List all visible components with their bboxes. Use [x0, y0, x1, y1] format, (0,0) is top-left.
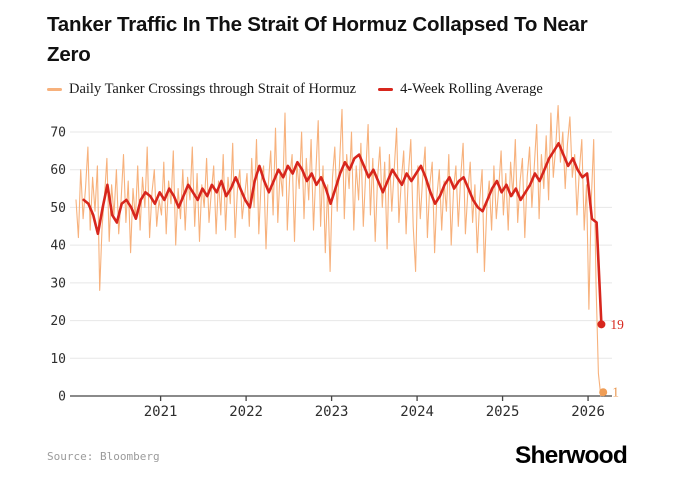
y-axis-tick-label: 20: [50, 314, 66, 329]
y-axis-tick-label: 60: [50, 163, 66, 178]
rolling-end-value-label: 19: [610, 317, 624, 332]
rolling-average-line: [82, 142, 603, 326]
x-axis-tick-label: 2022: [229, 404, 263, 420]
chart-legend: Daily Tanker Crossings through Strait of…: [47, 81, 565, 98]
y-axis-tick-label: 70: [50, 126, 66, 141]
y-axis-tick-label: 30: [50, 276, 66, 291]
legend-label-daily: Daily Tanker Crossings through Strait of…: [69, 81, 357, 97]
y-axis-tick-label: 40: [50, 239, 66, 254]
y-axis-tick-label: 10: [50, 352, 66, 367]
x-axis-tick-label: 2025: [486, 404, 520, 420]
y-axis-tick-label: 0: [58, 390, 66, 405]
rolling-series-swatch-icon: [378, 88, 394, 91]
x-axis-tick-label: 2023: [315, 404, 349, 420]
daily-end-dot: [599, 388, 608, 397]
sherwood-logo: Sherwood: [514, 442, 628, 469]
page-title: Tanker Traffic In The Strait Of Hormuz C…: [47, 13, 588, 66]
daily-crossings-line: [75, 105, 604, 397]
rolling-end-dot: [597, 320, 606, 329]
x-axis-tick-label: 2021: [144, 404, 178, 420]
source-credit: Source: Bloomberg: [47, 450, 160, 463]
daily-series-swatch-icon: [47, 88, 62, 91]
legend-item-daily: Daily Tanker Crossings through Strait of…: [47, 81, 356, 98]
x-axis-tick-label: 2026: [571, 404, 605, 420]
legend-label-rolling: 4-Week Rolling Average: [400, 81, 543, 97]
y-axis-tick-label: 50: [50, 201, 66, 216]
x-axis-tick-label: 2024: [400, 404, 434, 420]
daily-end-value-label: 1: [612, 385, 619, 400]
legend-item-rolling: 4-Week Rolling Average: [378, 81, 543, 98]
